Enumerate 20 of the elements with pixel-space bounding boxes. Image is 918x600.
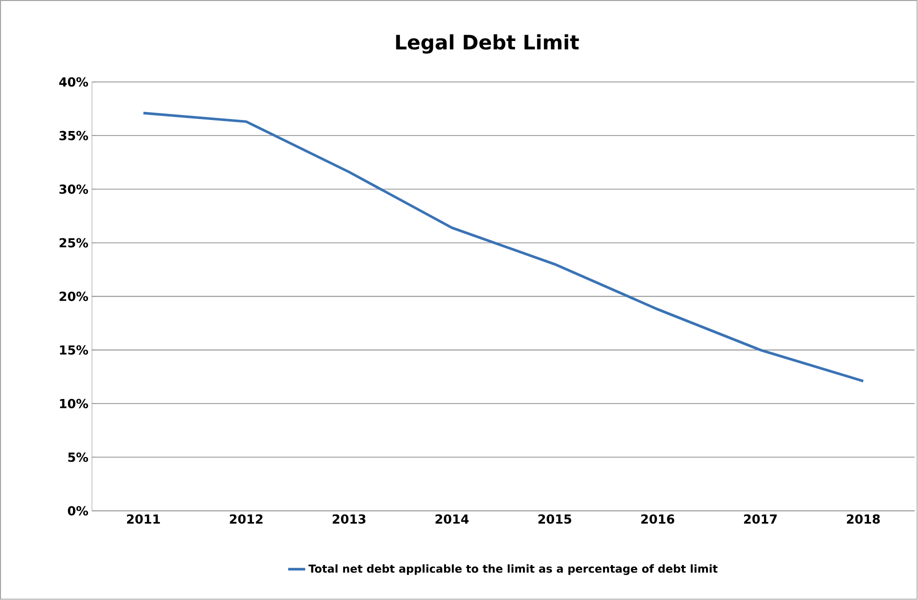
x-tick-label: 2012 xyxy=(230,514,262,524)
y-tick-label: 15% xyxy=(60,345,88,355)
chart-title: Legal Debt Limit xyxy=(396,34,579,54)
y-tick-label: 30% xyxy=(59,184,88,194)
y-tick-label: 20% xyxy=(60,292,88,302)
x-tick-label: 2018 xyxy=(846,514,880,524)
y-tick-label: 10% xyxy=(60,398,88,408)
legend-label: Total net debt applicable to the limit as a percentage of debt limit xyxy=(308,564,718,576)
y-tick-label: 35% xyxy=(59,130,88,140)
x-tick-label: 2017 xyxy=(744,514,777,524)
y-tick-label: 25% xyxy=(60,238,88,248)
x-tick-label: 2013 xyxy=(332,514,366,524)
x-tick-label: 2015 xyxy=(538,514,572,524)
y-tick-label: 40% xyxy=(59,77,88,87)
y-tick-label: 0% xyxy=(68,506,88,516)
x-tick-label: 2011 xyxy=(127,514,160,524)
x-tick-label: 2016 xyxy=(641,514,674,524)
line-series xyxy=(142,112,865,382)
x-tick-label: 2014 xyxy=(436,514,469,524)
y-tick-label: 5% xyxy=(68,452,88,462)
